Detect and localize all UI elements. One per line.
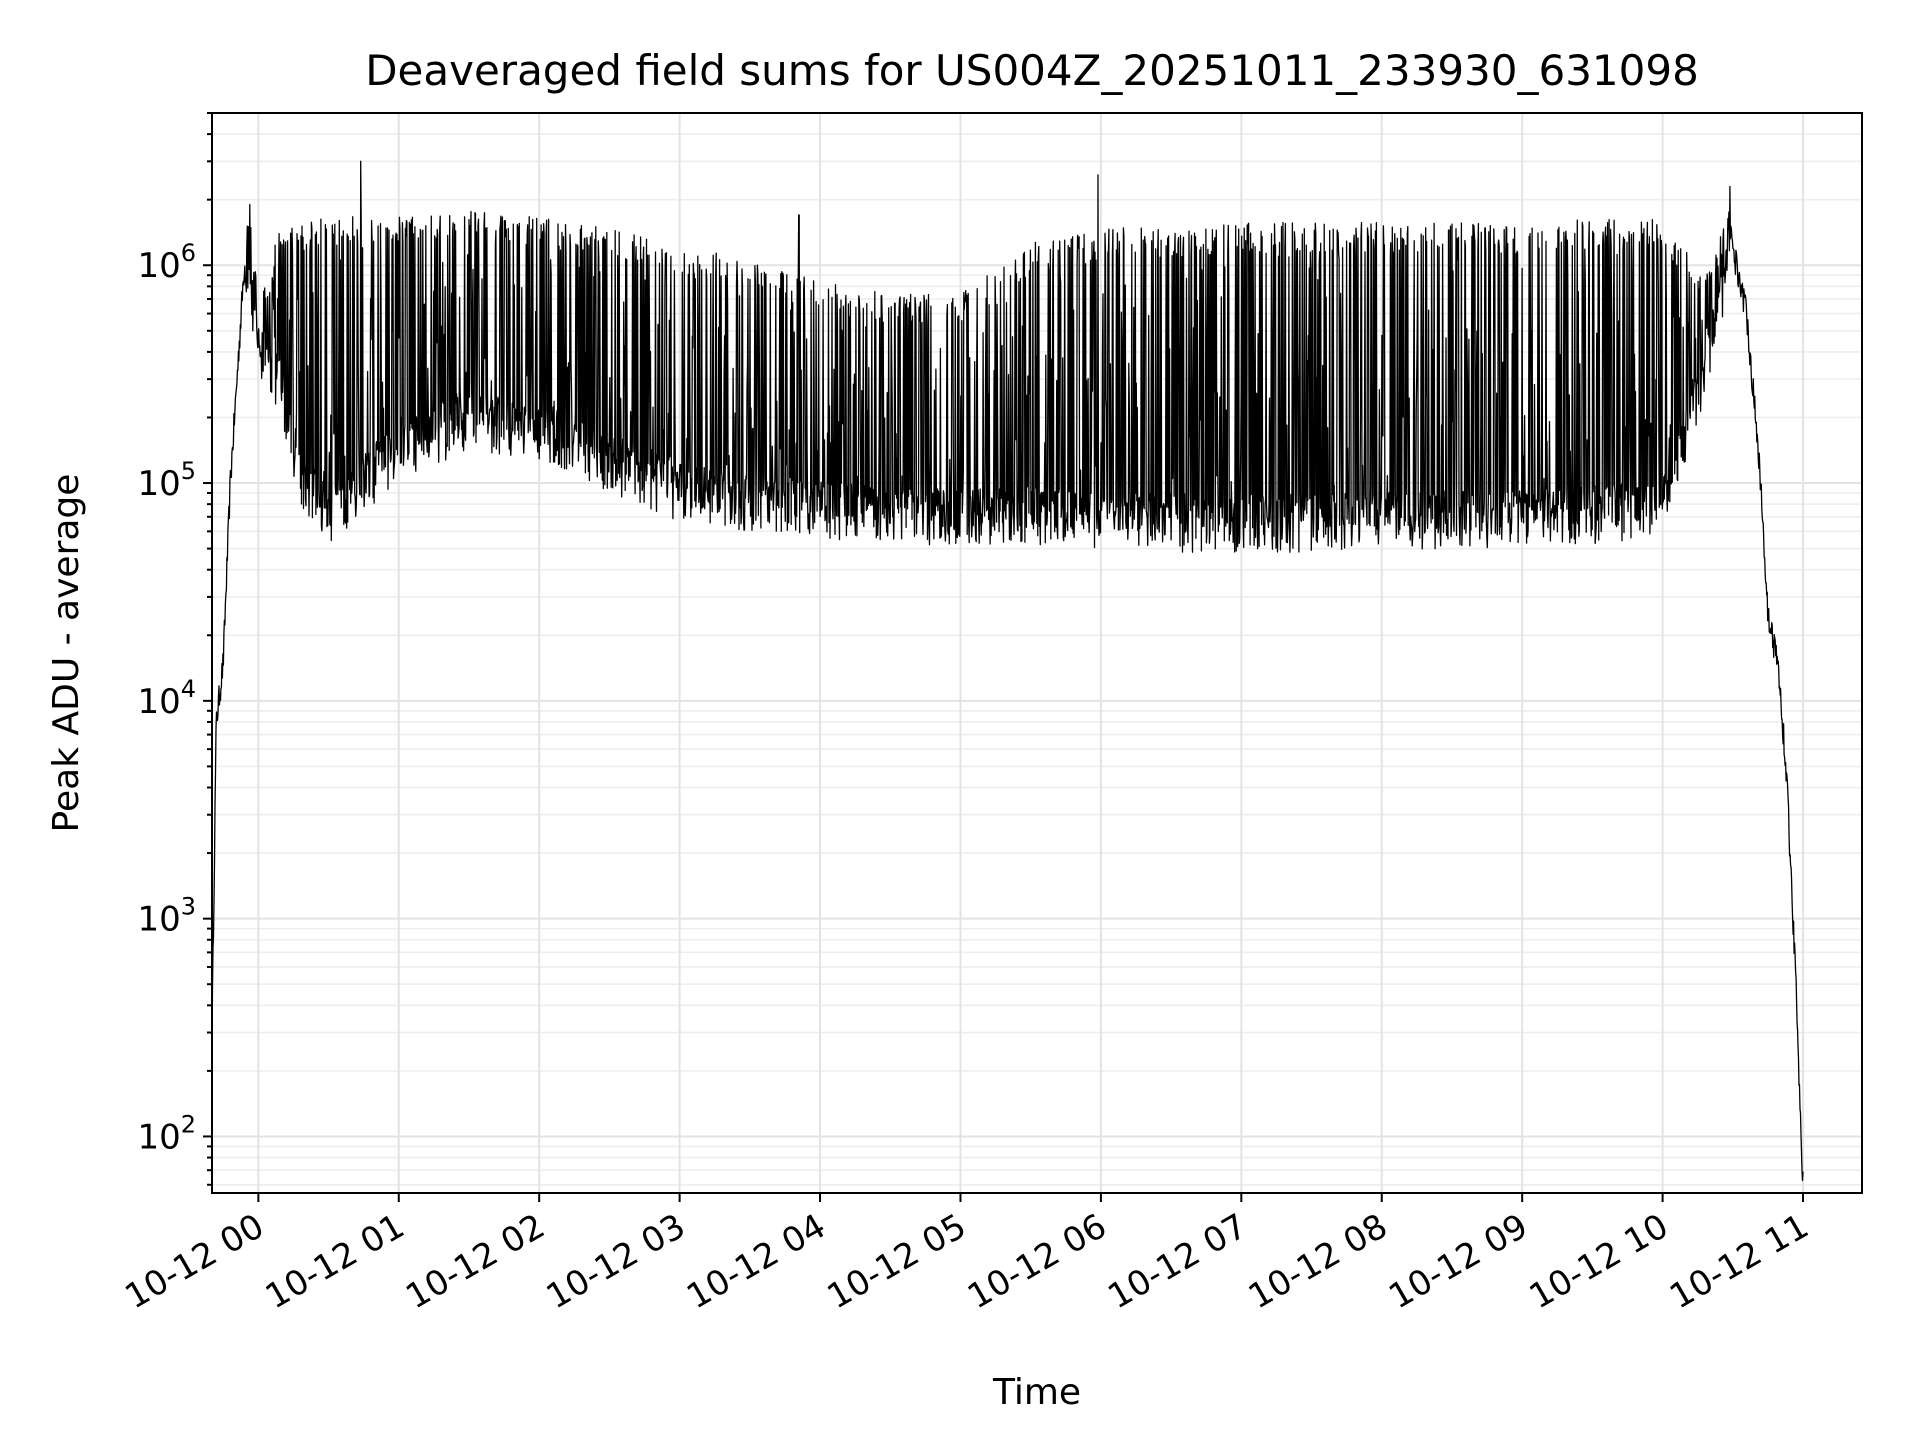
x-tick-label: 10-12 08 <box>1242 1206 1394 1317</box>
x-tick-label: 10-12 03 <box>540 1206 692 1317</box>
x-tick-label: 10-12 05 <box>821 1206 973 1317</box>
series-line <box>211 160 1804 1182</box>
series-polyline <box>211 160 1804 1182</box>
x-tick-label: 10-12 01 <box>259 1206 411 1317</box>
y-tick-label: 104 <box>137 675 196 722</box>
x-tick-label: 10-12 04 <box>680 1206 832 1317</box>
y-axis-label: Peak ADU - average <box>46 474 87 833</box>
y-tick-label: 106 <box>137 239 196 286</box>
y-tick-label: 105 <box>137 457 196 504</box>
y-axis: 102 103 104 105 106 <box>137 112 212 1186</box>
x-axis-label: Time <box>992 1372 1081 1413</box>
x-tick-label: 10-12 00 <box>118 1206 270 1317</box>
y-tick-label: 102 <box>137 1110 196 1157</box>
x-tick-label: 10-12 11 <box>1663 1206 1815 1317</box>
x-tick-label: 10-12 02 <box>399 1206 551 1317</box>
grid <box>212 112 1862 1193</box>
x-tick-label: 10-12 07 <box>1101 1206 1253 1317</box>
x-tick-label: 10-12 09 <box>1382 1206 1534 1317</box>
x-tick-label: 10-12 06 <box>961 1206 1113 1317</box>
chart-title: Deaveraged field sums for US004Z_2025101… <box>365 46 1699 95</box>
x-tick-label: 10-12 10 <box>1523 1206 1675 1317</box>
y-tick-label: 103 <box>137 893 196 940</box>
plot-frame <box>211 112 1863 1194</box>
